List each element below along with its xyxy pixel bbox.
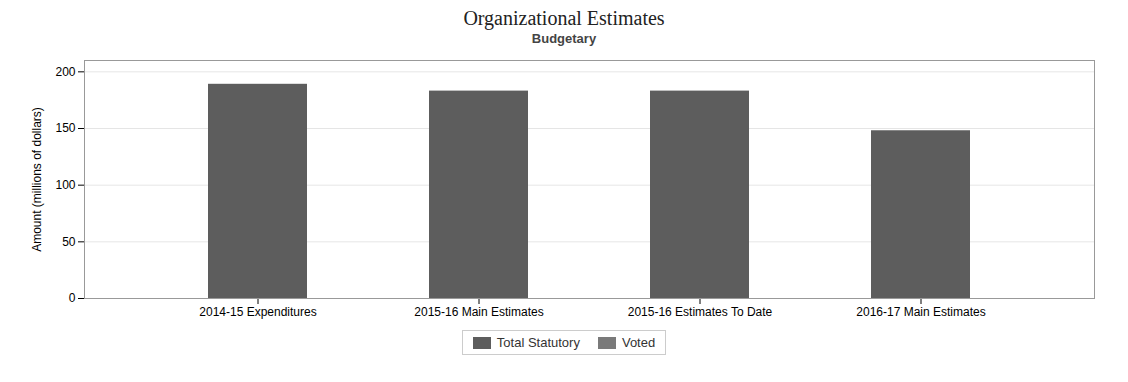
- svg-text:50: 50: [62, 235, 76, 249]
- svg-text:150: 150: [55, 121, 75, 135]
- svg-text:100: 100: [55, 178, 75, 192]
- html-text:Total Statutory: Total Statutory: [496, 335, 580, 350]
- html-text:Budgetary: Budgetary: [531, 31, 597, 46]
- svg-text:2015-16 Main Estimates: 2015-16 Main Estimates: [414, 305, 543, 319]
- html-text:Voted: Voted: [621, 335, 656, 350]
- svg-text:2016-17 Main Estimates: 2016-17 Main Estimates: [856, 305, 985, 319]
- svg-text:0: 0: [69, 291, 76, 305]
- svg-text:2014-15 Expenditures: 2014-15 Expenditures: [199, 305, 316, 319]
- svg-text:200: 200: [55, 65, 75, 79]
- html-text:Organizational Estimates: Organizational Estimates: [463, 7, 665, 29]
- svg-text:2015-16 Estimates To Date: 2015-16 Estimates To Date: [628, 305, 773, 319]
- svg-text:Amount (millions of dollars): Amount (millions of dollars): [30, 107, 44, 252]
